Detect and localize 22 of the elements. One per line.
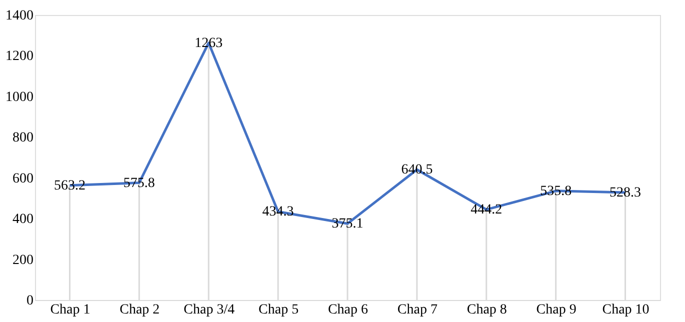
data-label: 640.5: [401, 162, 433, 178]
y-tick-label: 0: [26, 294, 34, 308]
y-tick-label: 200: [12, 252, 34, 268]
data-label: 563.2: [54, 178, 86, 194]
data-label: 528.3: [610, 185, 642, 200]
data-label: 575.8: [123, 176, 155, 191]
y-tick-label: 1200: [6, 49, 34, 64]
y-tick-label: 1000: [6, 90, 34, 105]
y-tick-label: 400: [12, 212, 34, 228]
x-tick-label: Chap 1: [50, 302, 90, 318]
x-tick-label: Chap 3/4: [184, 302, 235, 318]
x-tick-label: Chap 5: [258, 302, 299, 318]
y-tick-label: 600: [12, 171, 34, 186]
y-tick-label: 800: [12, 130, 34, 146]
x-tick-label: Chap 7: [397, 302, 438, 318]
x-tick-label: Chap 2: [120, 302, 160, 318]
y-tick-label: 1400: [6, 8, 34, 24]
x-tick-label: Chap 10: [602, 302, 650, 318]
data-label: 1263: [194, 36, 223, 51]
x-tick-label: Chap 8: [466, 302, 507, 318]
x-tick-label: Chap 9: [536, 302, 576, 318]
x-tick-label: Chap 6: [328, 302, 368, 318]
